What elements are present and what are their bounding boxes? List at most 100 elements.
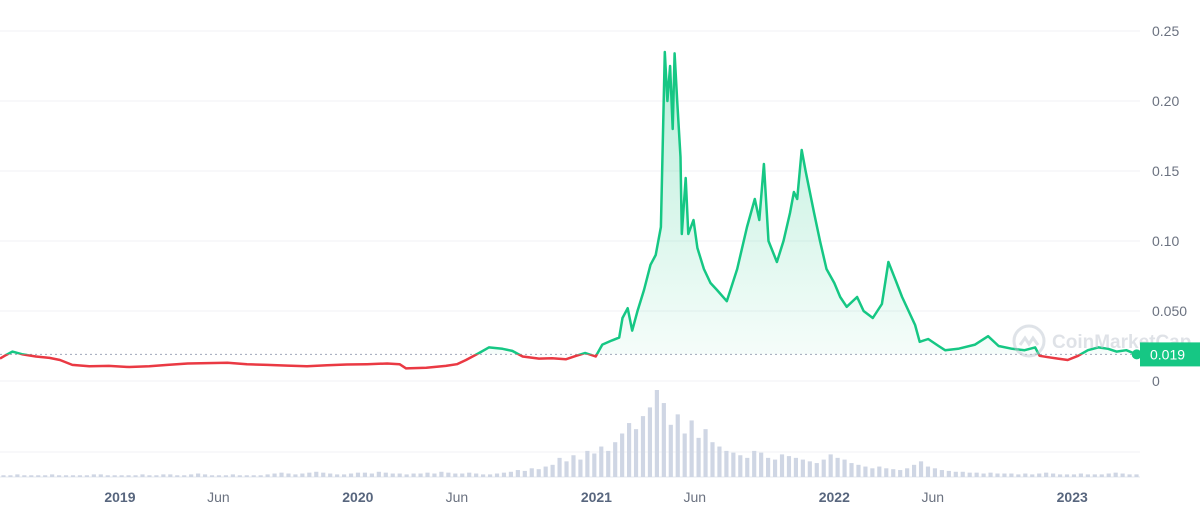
volume-bar — [383, 472, 388, 477]
volume-bar — [731, 452, 736, 477]
volume-bar — [251, 475, 256, 477]
volume-bar — [668, 424, 673, 477]
x-tick-label-4: 2021 — [581, 489, 612, 505]
volume-bar — [856, 464, 861, 477]
volume-bar — [1057, 474, 1063, 477]
current-price-badge: 0.019 — [1140, 342, 1200, 367]
volume-bar — [369, 473, 374, 477]
volume-bar — [494, 473, 500, 477]
volume-bar — [592, 453, 597, 477]
volume-bar — [112, 475, 117, 477]
volume-bar — [905, 468, 910, 477]
volume-bar — [15, 474, 20, 477]
volume-bar — [918, 461, 924, 477]
volume-bar — [1009, 473, 1014, 477]
volume-bar — [870, 468, 875, 477]
volume-bar — [293, 474, 298, 477]
volume-bar — [300, 473, 305, 477]
x-tick-label-6: 2022 — [819, 489, 850, 505]
price-line-below — [0, 354, 1137, 370]
volume-bar — [710, 442, 715, 477]
volume-bar — [1064, 474, 1070, 477]
volume-bar — [98, 474, 103, 477]
volume-bar — [501, 472, 507, 477]
volume-bar — [529, 468, 534, 477]
volume-bar — [515, 470, 520, 477]
volume-bar — [613, 442, 618, 477]
volume-bar — [981, 473, 986, 477]
volume-bar — [1085, 474, 1090, 477]
volume-bar — [863, 466, 868, 477]
volume-bar — [230, 474, 235, 477]
volume-bar — [105, 475, 110, 477]
volume-bar — [766, 457, 771, 477]
volume-bar — [633, 429, 639, 477]
volume-bar — [536, 469, 541, 477]
volume-bar — [209, 475, 215, 477]
volume-bar — [946, 470, 951, 477]
volume-bar — [8, 475, 13, 477]
volume-bar — [36, 475, 41, 477]
volume-bar — [175, 475, 180, 477]
volume-bar — [50, 474, 55, 477]
volume-bar — [988, 472, 993, 477]
x-tick-label-5: Jun — [684, 489, 707, 505]
volume-bar — [487, 474, 493, 477]
x-tick-label-3: Jun — [446, 489, 469, 505]
price-area-fill — [7, 52, 1137, 355]
volume-bar — [404, 474, 409, 477]
volume-bar — [571, 455, 576, 477]
volume-bar — [647, 407, 653, 477]
volume-bar — [578, 459, 583, 477]
volume-bar — [77, 475, 83, 477]
x-axis-ticks: 2019 Jun 2020 Jun 2021 Jun 2022 Jun 2023 — [104, 489, 1088, 505]
volume-bar — [314, 471, 319, 477]
volume-bar — [925, 466, 931, 477]
volume-bar — [244, 475, 249, 477]
volume-bar — [717, 446, 722, 477]
volume-bar — [390, 473, 395, 477]
volume-bar — [724, 450, 729, 477]
volume-bar — [474, 473, 479, 477]
volume-bar — [1092, 474, 1097, 477]
volume-bar — [216, 475, 222, 477]
volume-bar — [196, 473, 201, 477]
gridlines — [0, 30, 1140, 478]
volume-bar — [432, 473, 437, 477]
volume-bar — [654, 390, 659, 477]
volume-bar — [807, 461, 812, 477]
volume-bar — [550, 464, 555, 477]
volume-bar — [22, 475, 27, 477]
volume-bar — [640, 416, 646, 477]
current-price-dot — [1131, 349, 1142, 360]
volume-bar — [467, 472, 472, 477]
volume-bar — [898, 470, 903, 477]
volume-bar — [335, 474, 340, 477]
volume-bar — [960, 471, 965, 477]
volume-bar — [189, 474, 194, 477]
volume-bar — [620, 433, 625, 477]
volume-bar — [279, 472, 284, 477]
volume-bar — [821, 459, 826, 477]
volume-bar — [307, 472, 312, 477]
volume-bar — [814, 463, 819, 477]
volume-bar — [355, 472, 361, 477]
volume-bar — [682, 433, 687, 477]
volume-bar — [508, 471, 513, 477]
y-tick-label-0: 0.25 — [1152, 23, 1179, 39]
volume-bar — [1002, 473, 1007, 477]
volume-bar — [543, 466, 548, 477]
volume-bar — [689, 420, 694, 477]
volume-bar — [460, 473, 465, 477]
volume-bar — [800, 459, 805, 477]
volume-bar — [57, 475, 62, 477]
price-line-above — [4, 50, 1138, 355]
volume-bar — [759, 452, 764, 477]
coinmarketcap-logo-icon — [1012, 324, 1046, 358]
volume-bar — [161, 474, 166, 477]
volume-bar — [849, 463, 854, 477]
volume-bar — [606, 450, 611, 477]
volume-bar — [877, 466, 882, 477]
volume-bar — [939, 470, 944, 477]
